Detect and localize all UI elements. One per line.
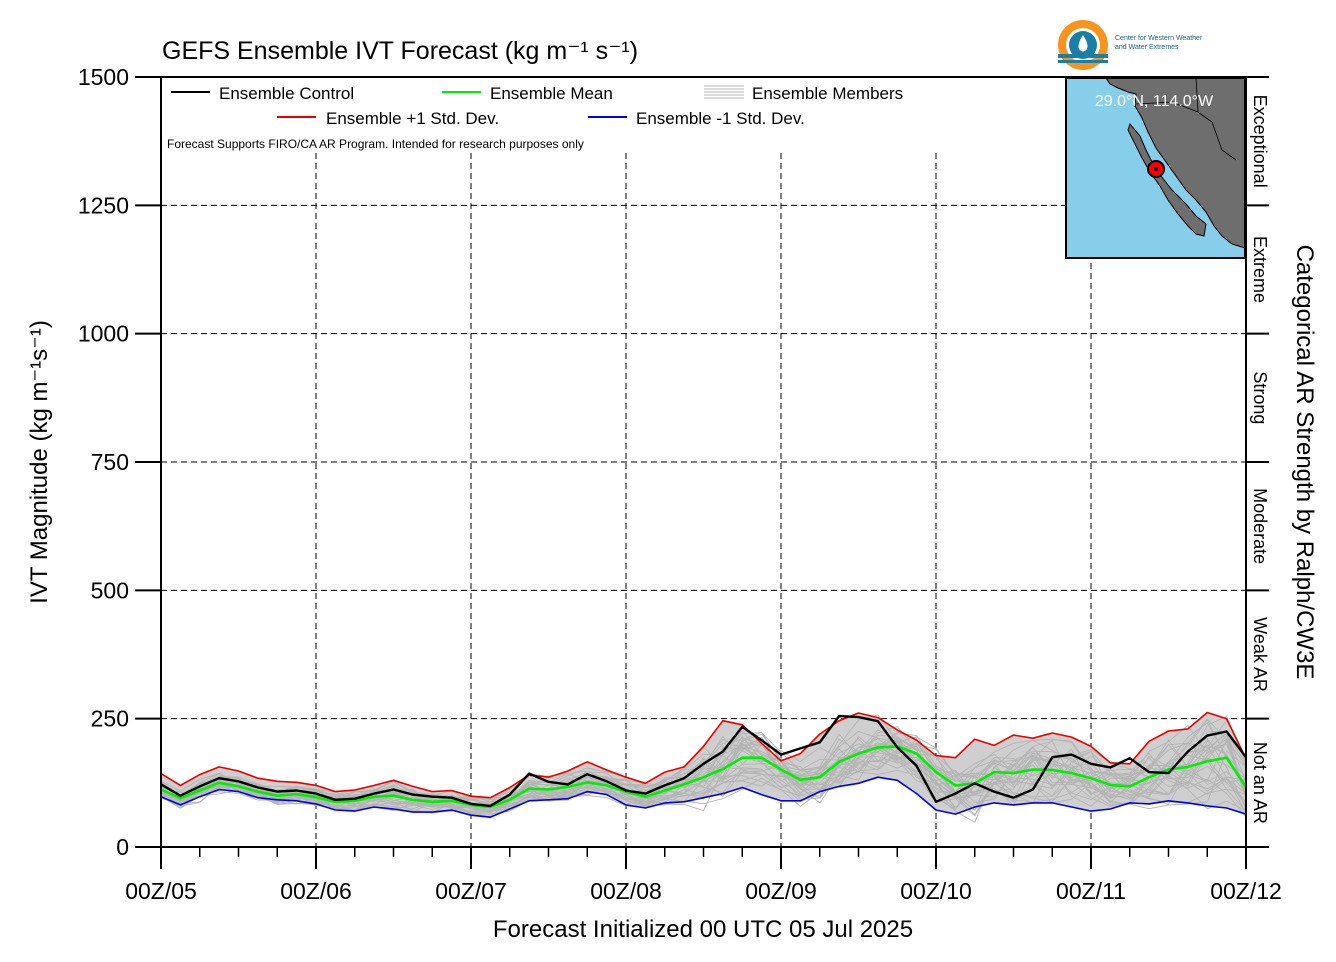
legend: Ensemble Control Ensemble Mean Ensemble … [167,84,903,151]
legend-label-plus-std: Ensemble +1 Std. Dev. [326,109,499,128]
category-label: Extreme [1250,236,1270,303]
disclaimer-note: Forecast Supports FIRO/CA AR Program. In… [167,137,584,151]
y-axis-title: IVT Magnitude (kg m⁻¹s⁻¹) [26,320,53,604]
cw3e-logo: Center for Western Weather and Water Ext… [1058,20,1203,70]
logo-text-line-2: and Water Extremes [1115,44,1179,51]
legend-label-control: Ensemble Control [219,84,354,103]
ensemble-member-line [161,738,1246,814]
plus-std-line [161,711,1246,799]
y-tick-label: 1250 [78,192,129,218]
x-tick-label: 00Z/09 [745,878,817,904]
minus-std-line [161,776,1246,819]
logo-drop-icon [1078,35,1088,52]
ensemble-member-line [161,718,1246,806]
right-axis-title: Categorical AR Strength by Ralph/CW3E [1291,245,1318,680]
legend-swatch-members [704,85,744,99]
y-tick-label: 1000 [78,321,129,347]
y-tick-label: 1500 [78,64,129,90]
y-axis: 0 250 500 750 1000 1250 1500 [78,64,161,860]
category-label: Weak AR [1250,617,1270,692]
chart-title: GEFS Ensemble IVT Forecast (kg m⁻¹ s⁻¹) [162,37,638,65]
ensemble-member-line [161,732,1246,808]
x-tick-label: 00Z/12 [1210,878,1282,904]
inset-borders [1135,77,1237,161]
ensemble-member-line [161,726,1246,812]
x-axis-title: Forecast Initialized 00 UTC 05 Jul 2025 [493,916,913,943]
x-tick-label: 00Z/06 [280,878,352,904]
ensemble-series [161,711,1246,819]
logo-text-line-1: Center for Western Weather [1115,35,1203,42]
ensemble-mean-line [161,745,1246,809]
x-tick-label: 00Z/07 [435,878,507,904]
category-label: Strong [1250,371,1270,424]
category-label: Not an AR [1250,742,1270,824]
grid-lines [161,153,1246,847]
y-tick-label: 0 [116,834,129,860]
x-axis: 00Z/05 00Z/06 00Z/07 00Z/08 00Z/09 00Z/10 00Z/… [125,847,1282,904]
ensemble-control-line [161,714,1246,808]
category-axis: Not an AR Weak AR Moderate Strong Extreme Exc… [1246,76,1270,848]
ensemble-member-line [161,718,1246,810]
inset-frame [1065,77,1246,259]
y-tick-label: 250 [91,706,129,732]
y-tick-label: 750 [91,449,129,475]
x-tick-label: 00Z/10 [900,878,972,904]
location-inset-map: 29.0°N, 114.0°W [1065,77,1246,259]
y-tick-label: 500 [91,577,129,603]
category-label: Moderate [1250,488,1270,564]
x-tick-label: 00Z/11 [1056,878,1126,904]
ensemble-member-line [161,734,1246,813]
x-tick-label: 00Z/05 [125,878,197,904]
legend-label-mean: Ensemble Mean [490,84,613,103]
x-tick-label: 00Z/08 [590,878,662,904]
legend-label-minus-std: Ensemble -1 Std. Dev. [636,109,805,128]
inset-location-label: 29.0°N, 114.0°W [1095,93,1214,110]
legend-label-members: Ensemble Members [752,84,903,103]
category-label: Exceptional [1250,95,1270,188]
